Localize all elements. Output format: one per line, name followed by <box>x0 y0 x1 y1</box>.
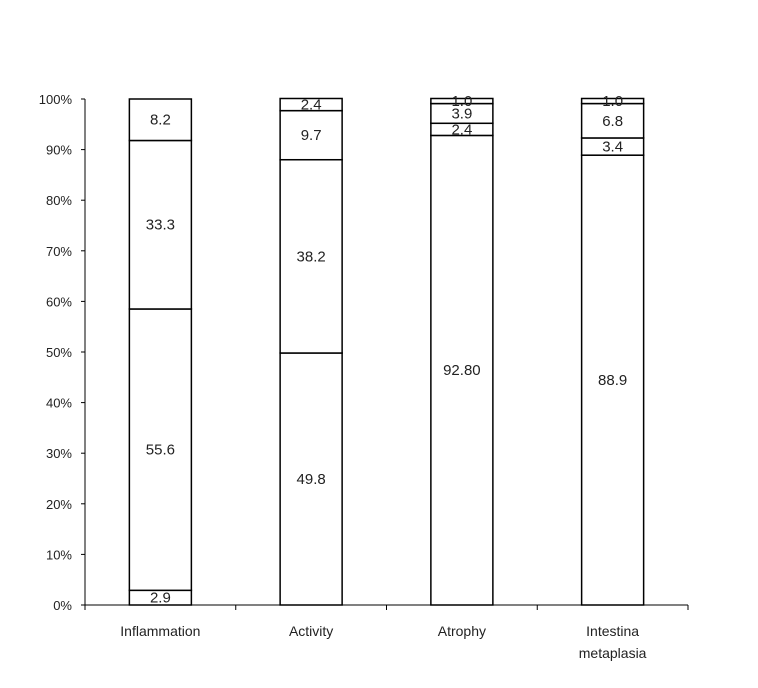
y-tick-label: 0% <box>53 598 72 613</box>
bar-segment <box>430 134 494 606</box>
bar-segment <box>279 97 343 112</box>
bar-stack: 88.9 3.4 6.8 1.0 <box>580 93 645 606</box>
bar-segment <box>580 97 645 105</box>
x-axis: Inflammation Activity Atrophy Intestina meta… <box>84 604 689 661</box>
segment-value-label: 38.2 <box>297 248 326 265</box>
segment-value-label: 55.6 <box>146 442 175 459</box>
bar-stack: 92.80 2.43.91.0 <box>430 93 494 606</box>
y-tick-label: 80% <box>46 193 72 208</box>
bar-segment <box>279 158 343 354</box>
bar-stack: 2.9 55.6 33.3 8.2 <box>128 98 193 607</box>
y-tick-label: 40% <box>46 396 72 411</box>
segment-value-label: 92.80 <box>443 362 481 379</box>
y-tick-label: 90% <box>46 143 72 158</box>
segment-value-label: 49.8 <box>297 471 326 488</box>
x-category-label: Intestina <box>586 623 639 639</box>
segment-value-label: 3.9 <box>451 105 472 122</box>
segment-value-label: 1.0 <box>602 93 623 110</box>
segment-value-label: 2.9 <box>150 590 171 607</box>
segment-value-label: 33.3 <box>146 217 175 234</box>
segment-value-label: 8.2 <box>150 112 171 129</box>
segment-value-label: 1.0 <box>451 93 472 110</box>
y-tick-label: 20% <box>46 497 72 512</box>
x-category-label: Inflammation <box>120 623 200 639</box>
y-tick-label: 10% <box>46 547 72 562</box>
segment-value-label: 6.8 <box>602 113 623 130</box>
bar-segment <box>128 308 193 592</box>
bar-segment <box>279 109 343 161</box>
y-tick-label: 60% <box>46 294 72 309</box>
bar-segment <box>580 102 645 139</box>
x-category-label: Atrophy <box>438 623 486 639</box>
segment-value-label: 88.9 <box>598 372 627 389</box>
bars: 2.955.633.38.249.838.29.72.492.802.43.91… <box>128 93 645 607</box>
y-tick-label: 30% <box>46 446 72 461</box>
y-tick-label: 50% <box>46 345 72 360</box>
bar-segment <box>430 97 494 105</box>
y-axis: 0% 10% 20% 30% 40% 50% 60% 70% 80% 90% 100% <box>39 92 86 613</box>
y-tick-label: 70% <box>46 244 72 259</box>
segment-value-label: 9.7 <box>301 127 322 144</box>
x-category-label: Activity <box>289 623 333 639</box>
bar-segment <box>128 139 193 310</box>
x-category-label: metaplasia <box>579 645 647 661</box>
segment-value-label: 2.4 <box>451 121 472 138</box>
bar-stack: 49.8 38.2 9.7 2.4 <box>279 97 343 606</box>
bar-segment <box>128 98 193 142</box>
y-tick-label: 100% <box>39 92 73 107</box>
bar-segment <box>580 154 645 606</box>
segment-value-label: 3.4 <box>602 139 623 156</box>
segment-value-label: 2.4 <box>301 97 322 114</box>
